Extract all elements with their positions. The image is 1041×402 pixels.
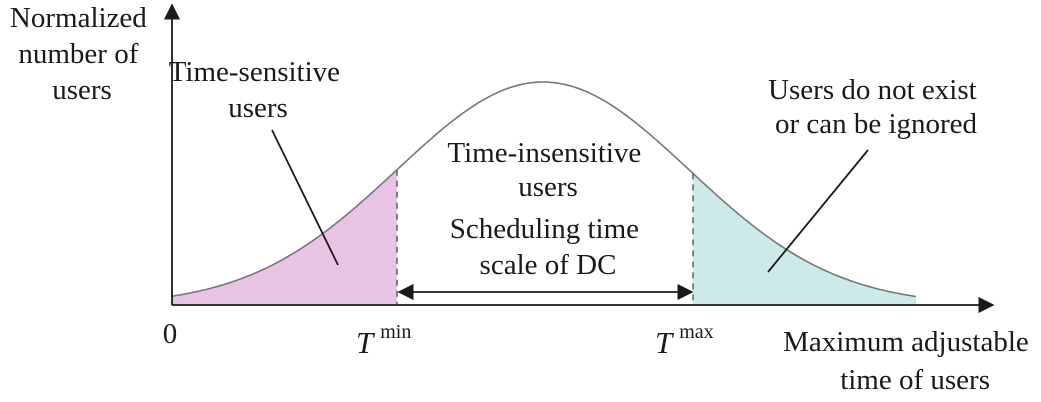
y-axis-label-line: users	[52, 74, 112, 106]
ignored-users-leader	[767, 149, 869, 273]
time-insensitive-label-line: users	[518, 171, 578, 203]
x-axis-label-line: time of users	[840, 364, 990, 396]
scheduling-label: Scheduling time scale of DC	[450, 213, 647, 281]
ignored-users-label-line: or can be ignored	[775, 108, 978, 140]
scheduling-label-line: Scheduling time	[450, 213, 639, 245]
t-max-label: T max	[655, 321, 714, 360]
t-min-superscript: min	[380, 321, 411, 343]
ignored-users-label-line: Users do not exist	[768, 74, 977, 106]
time-sensitive-label-line: users	[228, 92, 288, 124]
time-sensitive-leader	[271, 129, 339, 266]
y-axis-label: Normalized number of users	[10, 2, 154, 106]
time-sensitive-label: Time-sensitive users	[169, 56, 348, 124]
time-insensitive-label-line: Time-insensitive	[447, 137, 641, 169]
y-axis-label-line: number of	[18, 38, 138, 70]
t-min-symbol: T	[356, 325, 376, 360]
time-sensitive-region	[172, 169, 397, 305]
scheduling-label-line: scale of DC	[480, 249, 617, 281]
x-axis-label-line: Maximum adjustable	[783, 326, 1029, 358]
time-sensitive-label-line: Time-sensitive	[169, 56, 340, 88]
y-axis-label-line: Normalized	[10, 2, 147, 34]
t-max-superscript: max	[679, 321, 713, 343]
distribution-curve	[171, 81, 917, 298]
ignored-users-label: Users do not exist or can be ignored	[768, 74, 984, 140]
origin-label: 0	[163, 318, 178, 350]
ignored-users-region	[693, 173, 916, 305]
t-min-label: T min	[356, 321, 411, 360]
time-insensitive-label: Time-insensitive users	[447, 137, 648, 203]
x-axis-label: Maximum adjustable time of users	[783, 326, 1036, 396]
t-max-symbol: T	[655, 325, 675, 360]
